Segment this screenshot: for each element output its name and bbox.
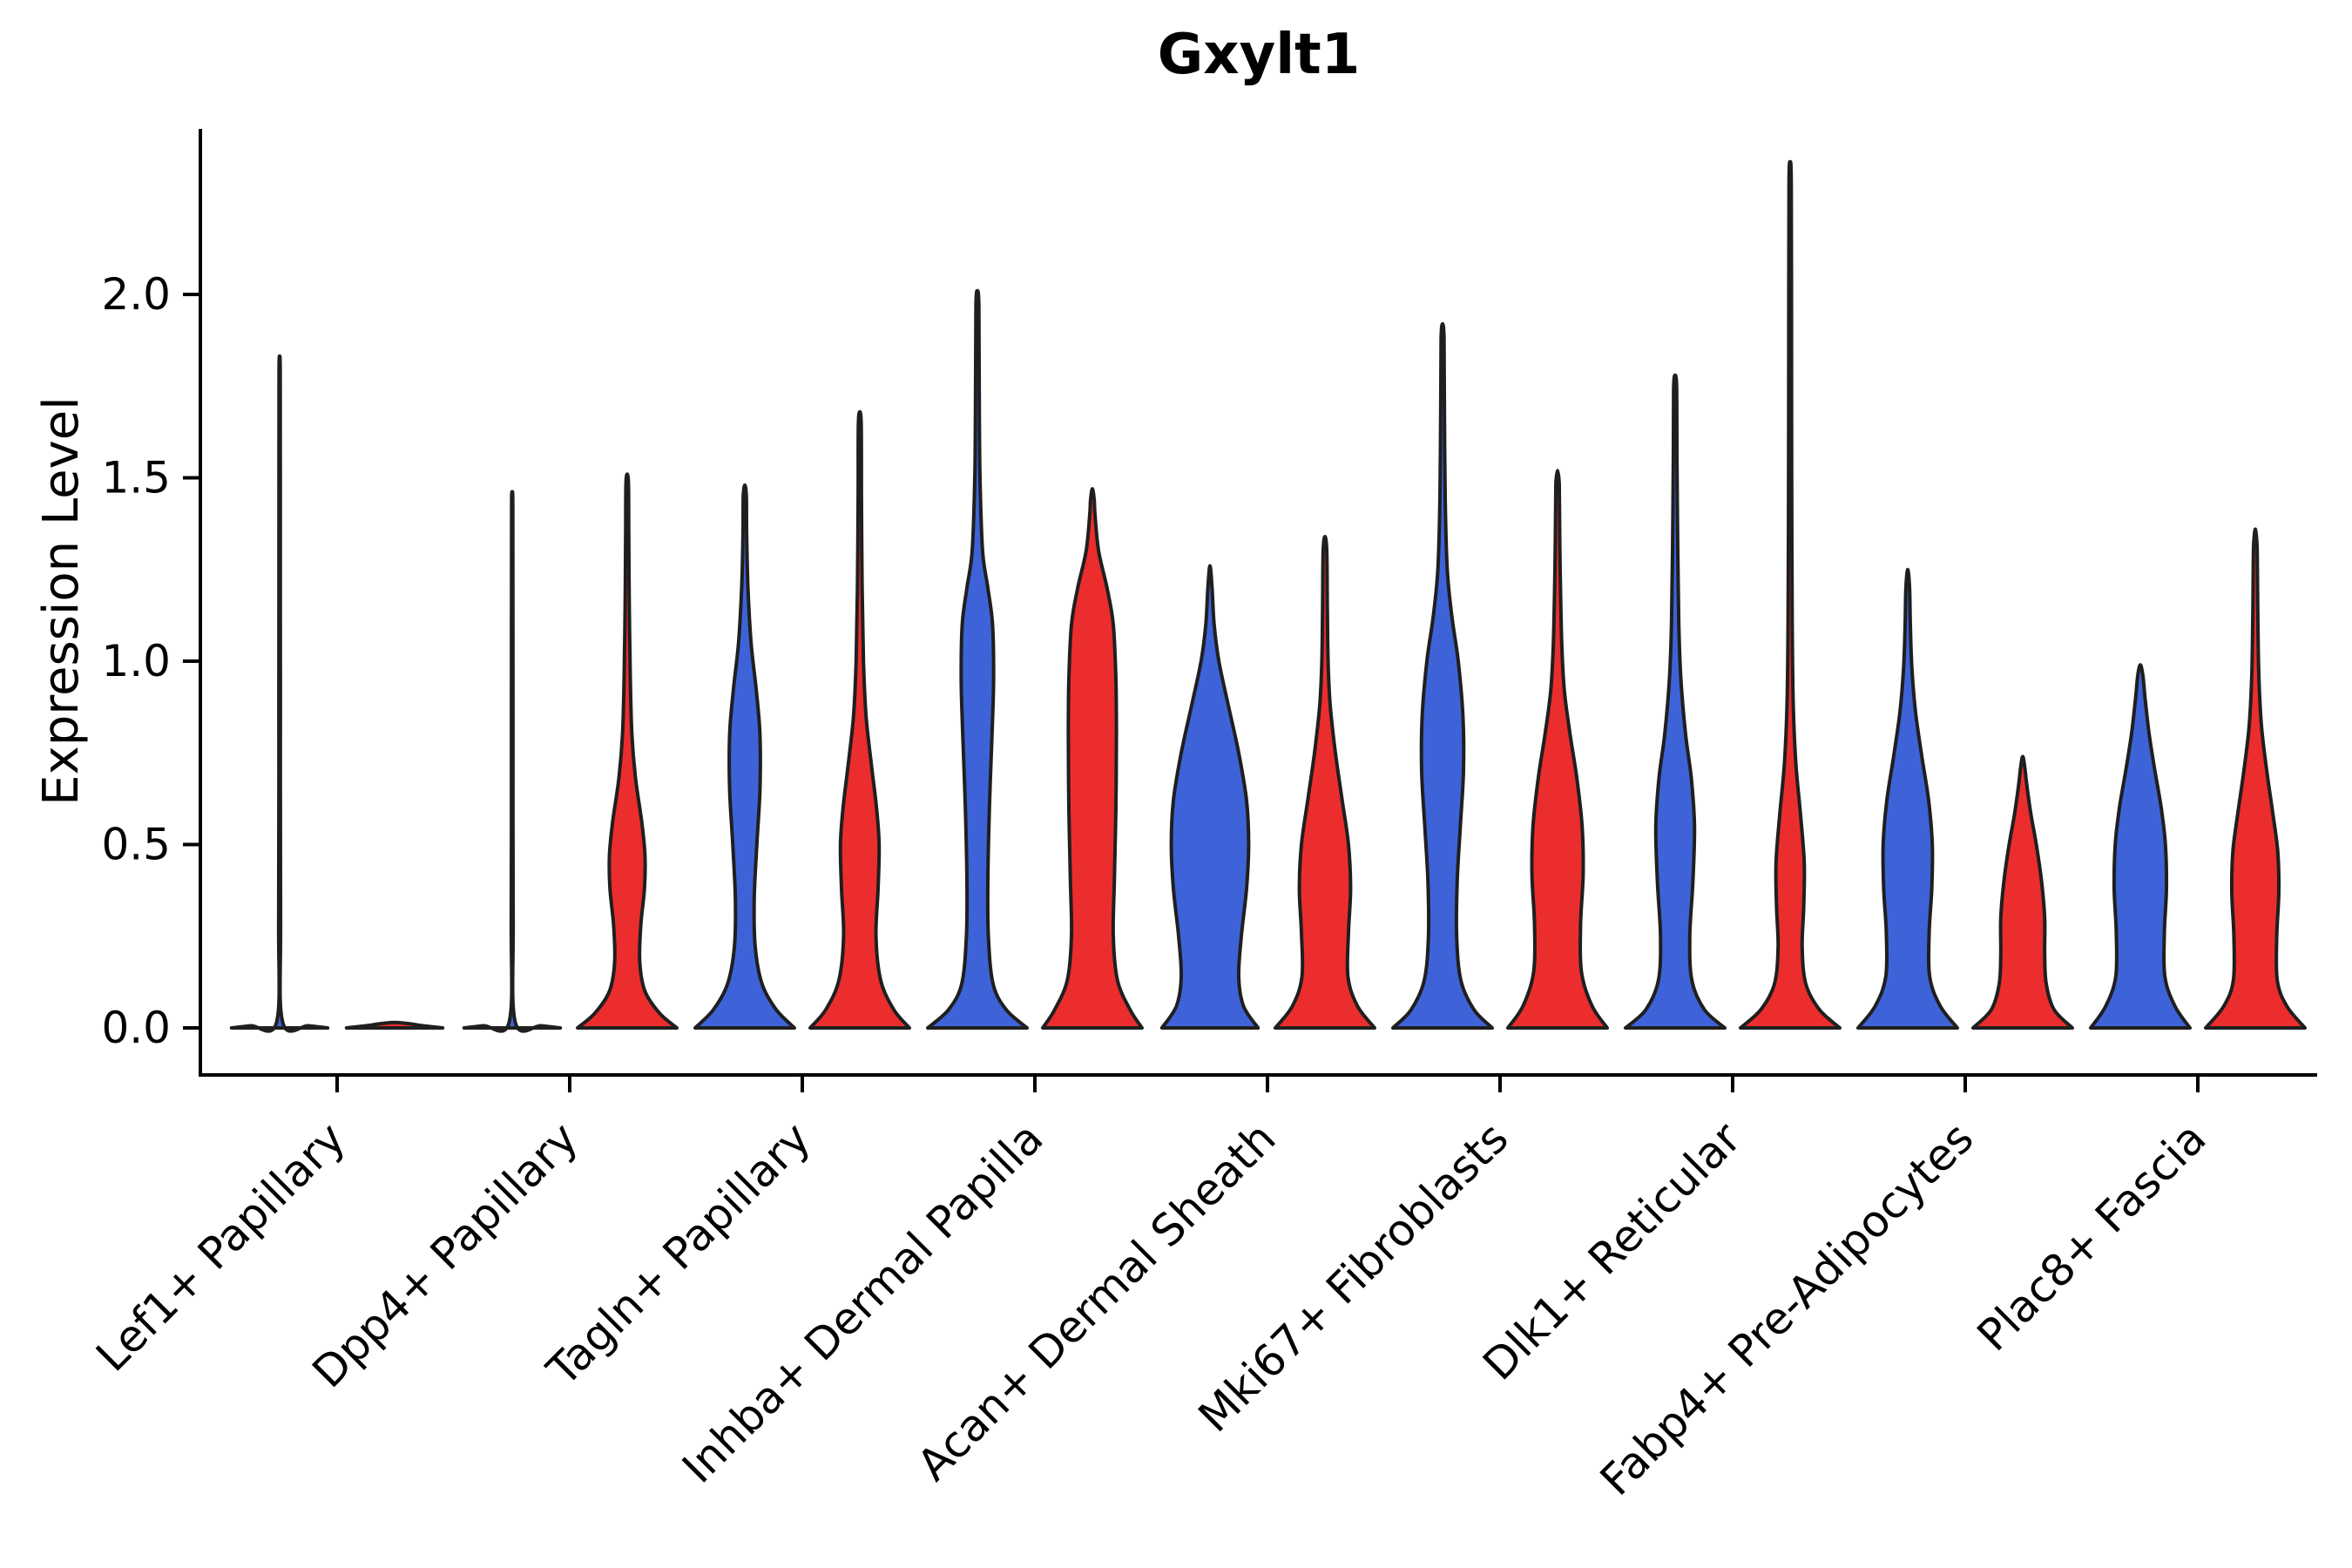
violin-blue-dpp4-papillary xyxy=(462,490,563,1033)
x-tick-label: Plac8+ Fascia xyxy=(1968,1112,2216,1361)
violin-blue-lef1-papillary xyxy=(229,354,330,1033)
violin-blue-tagln-papillary xyxy=(693,483,796,1030)
chart-title: Gxylt1 xyxy=(1157,23,1361,87)
violin-red-tagln-papillary xyxy=(808,409,911,1030)
violin-red-dpp4-papillary xyxy=(576,472,679,1030)
violin-red-dlk1-reticular xyxy=(1739,159,1842,1030)
violin-blue-acan-dermal-sheath xyxy=(1159,564,1260,1030)
violin-blue-inhba-dermal-papilla xyxy=(926,288,1029,1030)
y-tick-label: 1.0 xyxy=(101,636,171,686)
violin-red-fabp4-pre-adipocytes xyxy=(1971,754,2074,1030)
y-tick-label: 0.5 xyxy=(101,820,171,870)
violin-red-lef1-papillary xyxy=(344,1020,445,1030)
violin-blue-plac8-fascia xyxy=(2089,663,2192,1030)
y-tick-label: 2.0 xyxy=(101,269,171,320)
violin-blue-dlk1-reticular xyxy=(1624,373,1727,1030)
y-tick-label: 0.0 xyxy=(101,1003,171,1053)
violin-red-acan-dermal-sheath xyxy=(1274,534,1376,1030)
violin-red-mki67-fibroblasts xyxy=(1506,469,1609,1030)
x-tick-label: Dlk1+ Reticular xyxy=(1473,1112,1750,1389)
violin-red-plac8-fascia xyxy=(2204,527,2307,1030)
violin-blue-mki67-fibroblasts xyxy=(1391,321,1494,1030)
violin-blue-fabp4-pre-adipocytes xyxy=(1856,567,1959,1030)
x-tick-label: Lef1+ Papillary xyxy=(86,1112,355,1381)
y-tick-label: 1.5 xyxy=(101,453,171,504)
x-tick-label: Fabp4+ Pre-Adipocytes xyxy=(1591,1112,1984,1505)
violin-red-inhba-dermal-papilla xyxy=(1041,487,1144,1030)
